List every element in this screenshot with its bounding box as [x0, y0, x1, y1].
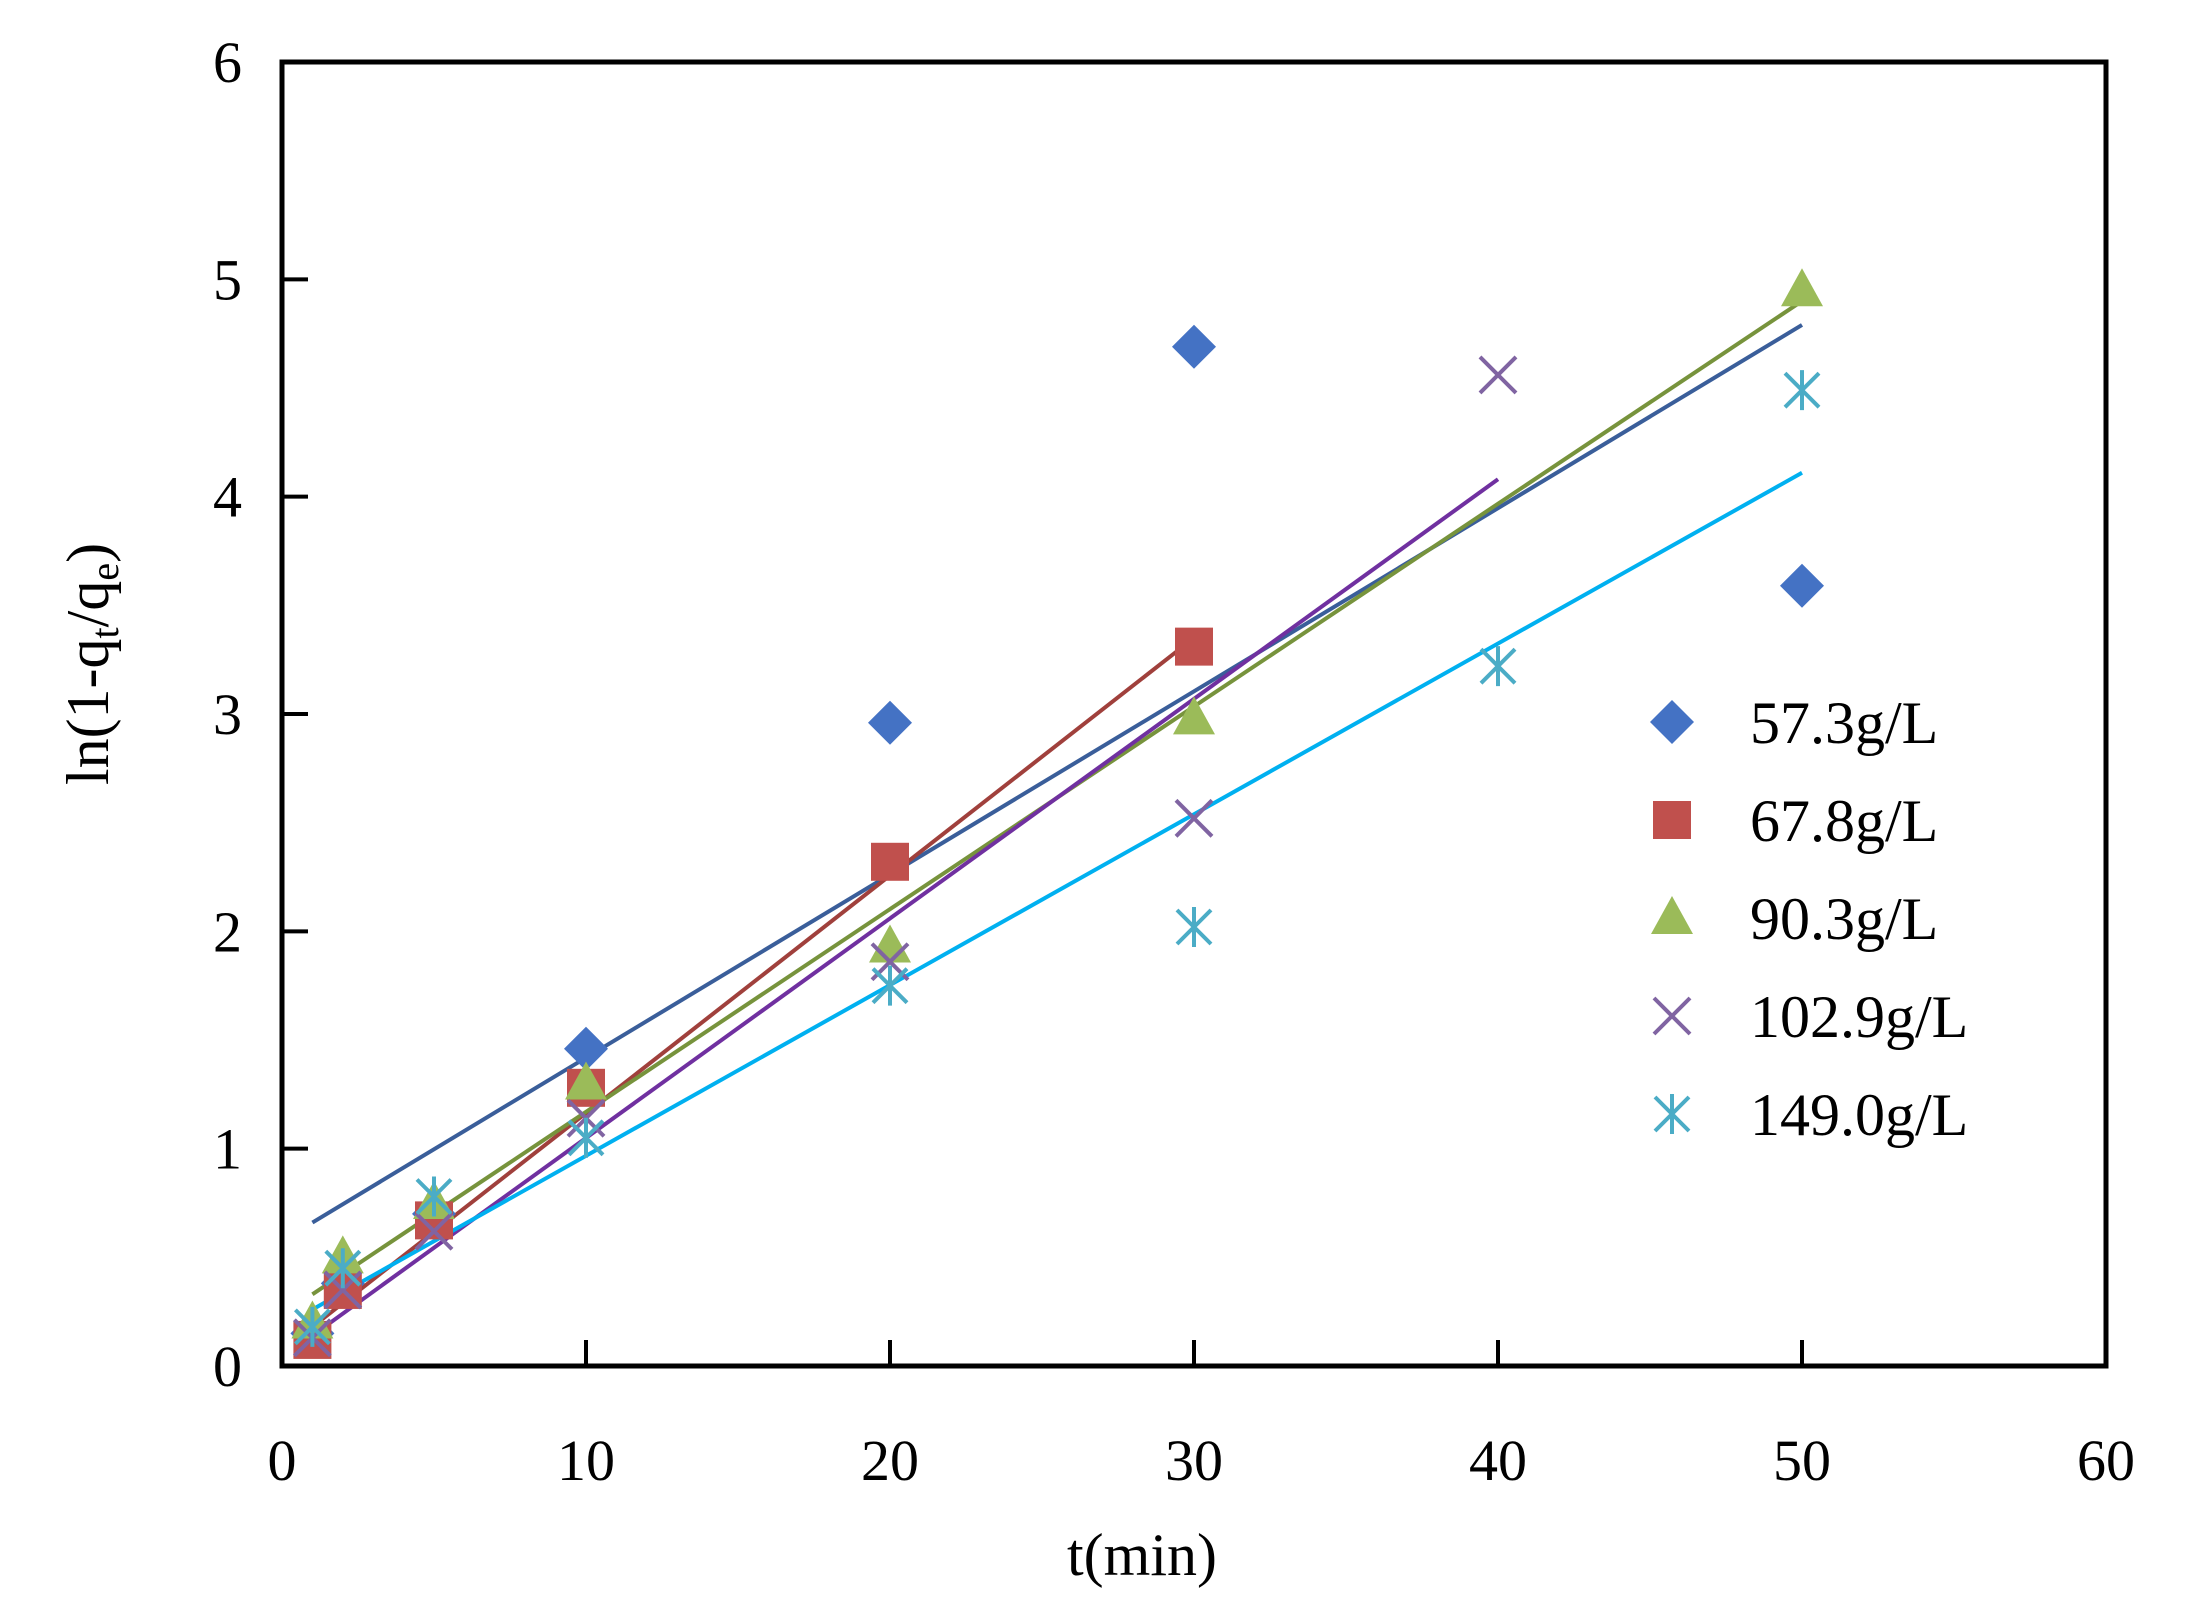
data-point-s4-2: [415, 1176, 453, 1217]
data-point-s1-5: [1175, 627, 1213, 666]
data-point-s4-6: [1479, 646, 1517, 687]
y-axis-title-suffix: ): [55, 543, 121, 563]
data-point-s3-2: [414, 1211, 454, 1251]
legend-label-3: 102.9g/L: [1750, 984, 1968, 1050]
legend-label-4: 149.0g/L: [1750, 1082, 1968, 1148]
x-axis-title: t(min): [1067, 1522, 1217, 1588]
data-point-s1-4: [871, 842, 909, 881]
legend-marker-2: [1651, 896, 1693, 934]
data-point-s4-1: [324, 1248, 362, 1289]
fit-line-4: [311, 471, 1803, 1312]
y-axis-title-sub-t: t: [82, 627, 127, 638]
data-point-s2-5: [1173, 696, 1215, 735]
legend: 57.3g/L 67.8g/L 90.3g/L 102.9g/L 149.0g/L: [1650, 690, 1968, 1148]
legend-label-2: 90.3g/L: [1750, 886, 1938, 952]
fit-line-1: [311, 636, 1196, 1329]
y-tick-label: 4: [213, 465, 242, 530]
y-tick-label: 5: [213, 247, 242, 312]
fit-lines: [311, 299, 1804, 1338]
y-tick-label: 3: [213, 682, 242, 747]
legend-label-0: 57.3g/L: [1750, 690, 1938, 756]
y-axis-title-mid: /q: [55, 581, 121, 628]
data-point-s0-6: [1780, 563, 1824, 608]
data-point-s2-6: [1781, 268, 1823, 307]
y-tick-label: 1: [213, 1117, 242, 1182]
data-point-s3-5: [1174, 798, 1214, 838]
y-axis: 0 1 2 3 4 5 6: [213, 30, 308, 1399]
legend-marker-0: [1650, 700, 1694, 744]
legend-label-1: 67.8g/L: [1750, 788, 1938, 854]
data-point-s4-0: [293, 1306, 331, 1347]
x-tick-label: 40: [1469, 1428, 1527, 1493]
data-point-s0-3: [564, 1026, 608, 1071]
legend-marker-1: [1653, 801, 1691, 839]
x-tick-label: 20: [861, 1428, 919, 1493]
x-axis: 0 10 20 30 40 50 60: [268, 1340, 2135, 1493]
data-point-s4-7: [1783, 370, 1821, 411]
y-axis-title-prefix: ln(1-q: [55, 638, 121, 785]
fit-line-0: [311, 323, 1804, 1225]
data-point-s2-3: [565, 1061, 607, 1100]
x-tick-label: 30: [1165, 1428, 1223, 1493]
x-tick-label: 50: [1773, 1428, 1831, 1493]
fit-line-3: [311, 477, 1500, 1338]
x-tick-label: 10: [557, 1428, 615, 1493]
data-points: [290, 268, 1824, 1359]
legend-marker-4: [1653, 1094, 1691, 1134]
data-point-s4-4: [871, 965, 909, 1006]
data-point-s0-5: [1172, 324, 1216, 369]
data-point-s4-3: [567, 1117, 605, 1158]
data-point-s4-5: [1175, 906, 1213, 947]
x-tick-label: 0: [268, 1428, 297, 1493]
y-tick-label: 2: [213, 899, 242, 964]
y-tick-label: 0: [213, 1334, 242, 1399]
legend-marker-3: [1652, 996, 1692, 1036]
y-axis-title: ln(1-qt/qe): [55, 543, 127, 785]
y-tick-label: 6: [213, 30, 242, 95]
data-point-s3-6: [1478, 355, 1518, 395]
data-point-s0-4: [868, 700, 912, 745]
y-axis-title-sub-e: e: [82, 563, 127, 581]
x-tick-label: 60: [2077, 1428, 2135, 1493]
